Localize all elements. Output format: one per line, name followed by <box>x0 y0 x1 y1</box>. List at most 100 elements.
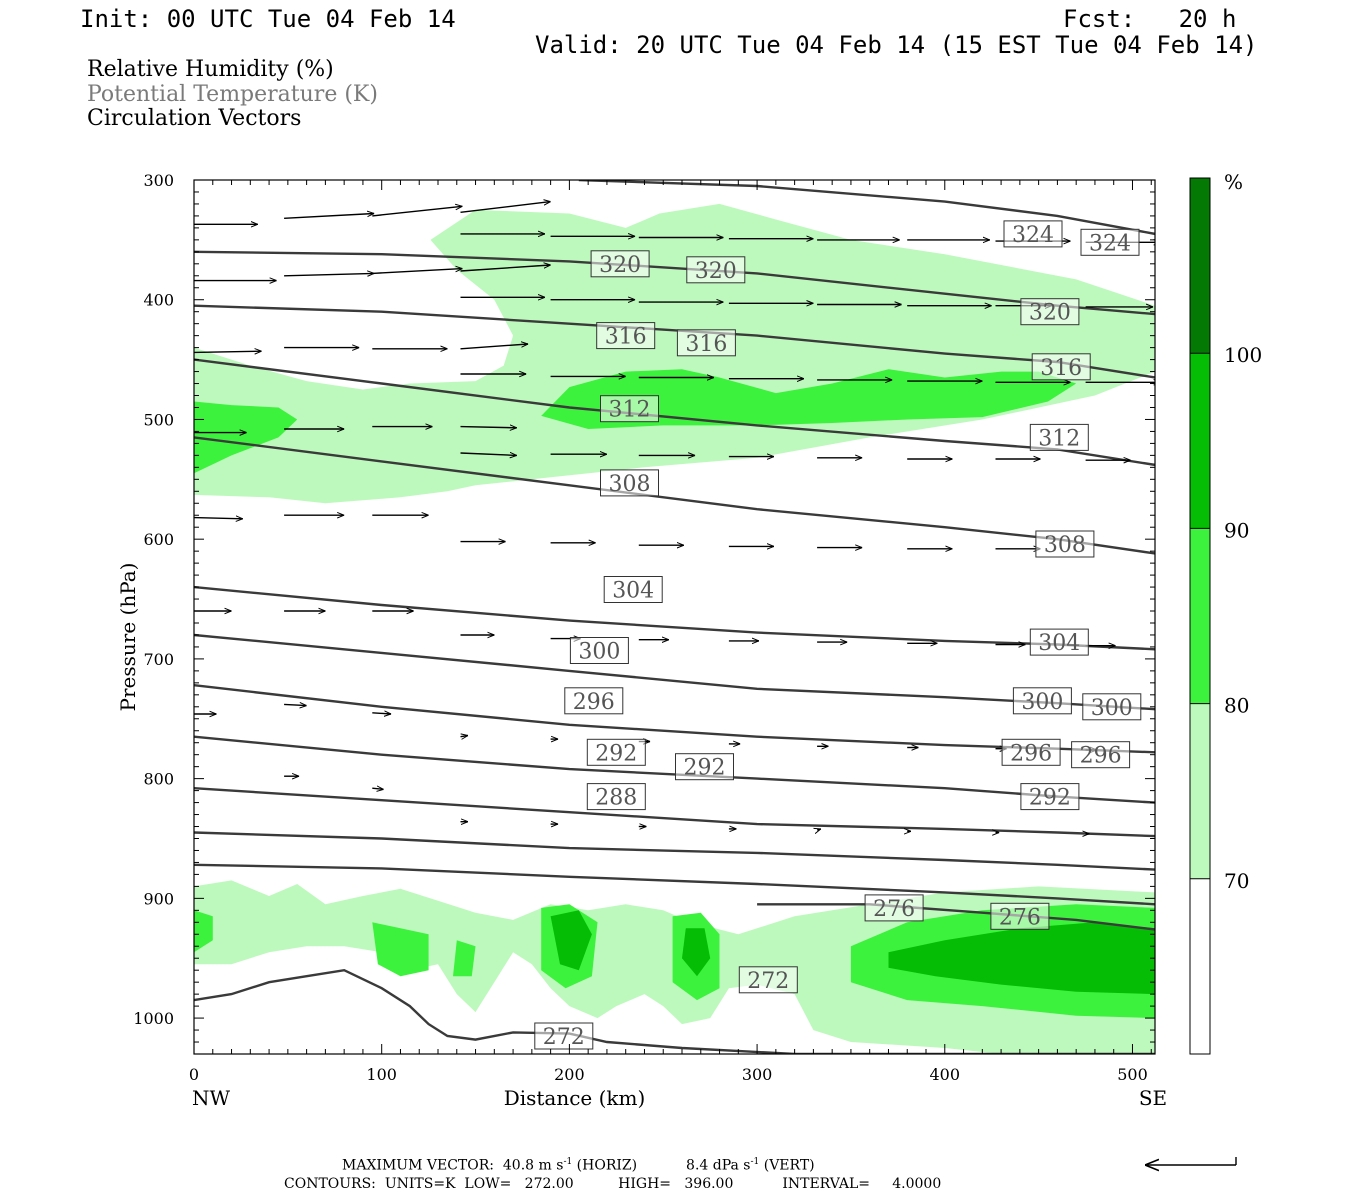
x-axis-label: Distance (km) <box>504 1086 646 1110</box>
valid-time: Valid: 20 UTC Tue 04 Feb 14 (15 EST Tue … <box>535 31 1258 59</box>
y-axis-label: Pressure (hPa) <box>116 563 140 712</box>
contour-label-box <box>569 637 629 664</box>
contour-label-box <box>1031 353 1091 381</box>
contour-label-box <box>675 753 734 781</box>
contour-label-text: 324 <box>1089 231 1131 256</box>
theta-contour-300 <box>194 633 1155 711</box>
contour-label-box <box>1029 423 1089 451</box>
contour-label-box <box>738 966 798 994</box>
legend-vectors: Circulation Vectors <box>87 106 302 131</box>
vector-48 <box>194 518 243 519</box>
contour-label-320-3: 320 <box>686 256 746 284</box>
plot-frame <box>193 179 1156 1055</box>
colorbar-segment-1 <box>1190 703 1210 879</box>
contour-label-308-11: 308 <box>1035 530 1095 558</box>
vector-2 <box>372 206 462 217</box>
theta-contour-304 <box>194 585 1155 651</box>
colorbar-frame <box>1189 177 1211 1055</box>
colorbar-segment-4 <box>1190 178 1210 354</box>
legend-theta: Potential Temperature (K) <box>87 82 378 107</box>
max-vector-horiz-tag: (HORIZ) <box>576 1157 638 1174</box>
max-vector-key-arrow <box>1145 1157 1237 1165</box>
colorbar: 70 80 90 100% <box>1189 170 1262 1055</box>
contour-label-276-24: 276 <box>864 894 924 922</box>
contour-label-312-9: 312 <box>1029 423 1089 451</box>
axes: 300 400 500 600 700 800 900 1000 0 100 200 300 400 50… <box>116 171 1167 1110</box>
contour-label-292-20: 292 <box>586 738 646 766</box>
max-vector-horiz-sup: -1 <box>563 1157 573 1167</box>
y-tick-label: 300 <box>143 171 174 190</box>
contour-label-text: 304 <box>612 579 654 604</box>
colorbar-label: 100 <box>1224 343 1262 367</box>
x-tick-label: 200 <box>554 1065 585 1084</box>
contour-label-300-16: 300 <box>1082 693 1142 721</box>
contour-label-300-15: 300 <box>1012 687 1072 715</box>
vector-71 <box>372 713 391 714</box>
contour-label-box <box>586 738 646 766</box>
contour-label-308-10: 308 <box>600 469 659 497</box>
contour-label-box <box>590 250 650 278</box>
colorbar-segment-3 <box>1190 353 1210 529</box>
contours-interval: INTERVAL= 4.0000 <box>782 1176 942 1192</box>
contour-label-312-8: 312 <box>600 395 659 423</box>
legend-rh: Relative Humidity (%) <box>87 57 334 82</box>
theta-contour-284 <box>194 831 1155 871</box>
max-vector-vert-tag: (VERT) <box>763 1157 815 1174</box>
contours-units: UNITS=K <box>384 1176 456 1192</box>
contour-label-324-0: 324 <box>1003 220 1063 248</box>
contour-label-324-1: 324 <box>1080 228 1140 256</box>
rh-region-80-4 <box>194 910 213 953</box>
contour-label-text: 320 <box>1029 301 1071 326</box>
contour-label-316-5: 316 <box>596 322 656 350</box>
max-vector-horiz: 40.8 m s <box>502 1157 564 1174</box>
contour-label-text: 312 <box>1038 426 1080 451</box>
contour-label-text: 320 <box>599 253 641 278</box>
y-tick-label: 700 <box>143 650 174 669</box>
contour-label-320-2: 320 <box>590 250 650 278</box>
vector-81 <box>372 788 383 789</box>
contour-label-text: 324 <box>1012 223 1054 248</box>
max-vector-prefix: MAXIMUM VECTOR: <box>342 1157 494 1174</box>
vector-15 <box>460 265 551 272</box>
contour-label-272-26: 272 <box>738 966 798 994</box>
theta-contour-280 <box>194 863 1155 906</box>
contour-label-288-23: 288 <box>586 783 646 811</box>
contour-label-box <box>1035 530 1095 558</box>
contour-label-box <box>1080 228 1140 256</box>
x-tick-label: 300 <box>742 1065 773 1084</box>
contour-label-text: 312 <box>609 398 651 423</box>
contour-label-box <box>1082 693 1142 721</box>
contour-label-text: 308 <box>1044 533 1086 558</box>
x-end-label-se: SE <box>1139 1086 1167 1110</box>
contour-label-box <box>1003 220 1063 248</box>
contour-label-box <box>990 902 1050 930</box>
contour-label-text: 276 <box>873 897 915 922</box>
y-tick-label: 500 <box>143 410 174 429</box>
max-vector-line: MAXIMUM VECTOR: 40.8 m s-1 (HORIZ) 8.4 d… <box>342 1158 815 1173</box>
contour-label-box <box>686 256 746 284</box>
contour-label-272-27: 272 <box>534 1022 594 1050</box>
contour-label-box <box>1012 687 1072 715</box>
contour-label-text: 320 <box>695 259 737 284</box>
x-tick-label: 100 <box>366 1065 397 1084</box>
colorbar-unit: % <box>1224 170 1243 194</box>
contour-label-box <box>600 469 659 497</box>
contour-label-box <box>864 894 924 922</box>
rh-shading <box>194 203 1155 1054</box>
contour-label-box <box>534 1022 594 1050</box>
vector-72 <box>460 736 469 737</box>
contour-label-316-6: 316 <box>676 329 736 357</box>
vector-39 <box>460 427 517 428</box>
theta-contour-288 <box>194 787 1155 838</box>
contour-label-text: 316 <box>685 332 727 357</box>
contour-label-box <box>564 687 624 715</box>
x-tick-label: 400 <box>930 1065 961 1084</box>
contour-label-text: 272 <box>543 1025 585 1050</box>
contours-low: LOW= 272.00 <box>464 1176 574 1192</box>
contour-label-292-21: 292 <box>675 753 734 781</box>
vector-86 <box>817 829 821 830</box>
colorbar-segment-2 <box>1190 528 1210 704</box>
x-tick-label: 0 <box>189 1065 199 1084</box>
rh-region-80-2 <box>194 401 298 474</box>
